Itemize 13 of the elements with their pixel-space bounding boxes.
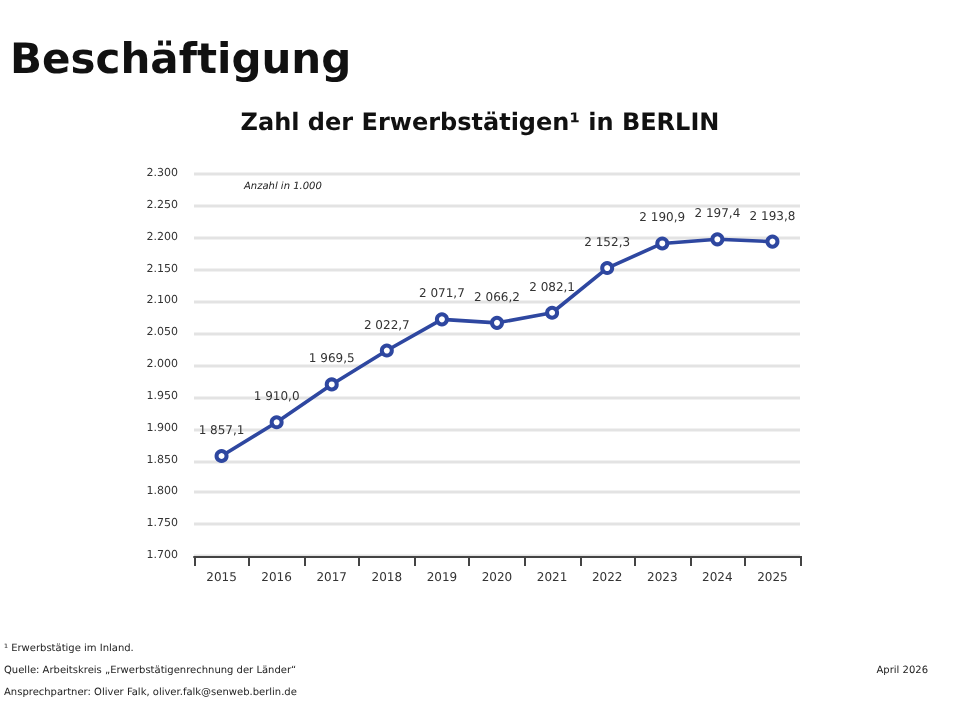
point — [214, 448, 229, 463]
point — [765, 234, 780, 249]
point — [490, 315, 504, 330]
chart-subtitle: Zahl der Erwerbstätigen¹ in BERLIN — [240, 108, 720, 136]
point — [269, 415, 284, 430]
chart-title: Beschäftigung — [10, 35, 352, 83]
point — [434, 312, 449, 327]
point — [600, 261, 615, 276]
point — [710, 232, 725, 247]
point — [379, 343, 394, 358]
point — [324, 377, 339, 392]
point — [545, 305, 560, 320]
point — [655, 236, 670, 251]
